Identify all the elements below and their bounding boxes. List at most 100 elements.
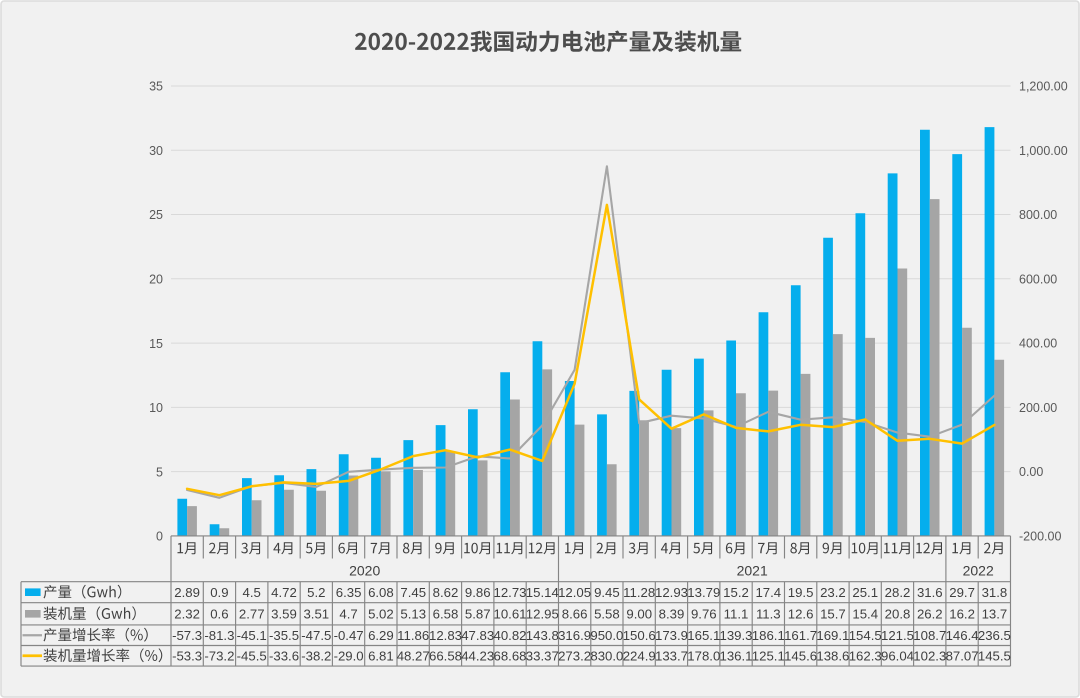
svg-text:31.6: 31.6 (917, 585, 943, 600)
svg-text:138.6: 138.6 (816, 649, 849, 664)
svg-text:5: 5 (156, 465, 163, 479)
svg-text:0.6: 0.6 (210, 607, 228, 622)
svg-text:2021: 2021 (737, 563, 768, 579)
svg-text:6.35: 6.35 (336, 585, 362, 600)
svg-text:12.83: 12.83 (429, 628, 462, 643)
svg-text:8.39: 8.39 (659, 607, 685, 622)
svg-text:47.83: 47.83 (461, 628, 494, 643)
svg-text:108.7: 108.7 (913, 628, 946, 643)
svg-text:0.9: 0.9 (210, 585, 228, 600)
svg-text:20: 20 (149, 273, 163, 287)
svg-text:224.9: 224.9 (623, 649, 656, 664)
svg-text:12.95: 12.95 (526, 607, 559, 622)
svg-text:12.93: 12.93 (655, 585, 688, 600)
svg-text:-33.6: -33.6 (269, 649, 299, 664)
svg-text:15.14: 15.14 (526, 585, 559, 600)
svg-text:68.68: 68.68 (493, 649, 526, 664)
svg-text:13.7: 13.7 (982, 607, 1008, 622)
svg-text:-0.47: -0.47 (334, 628, 364, 643)
svg-text:143.8: 143.8 (526, 628, 559, 643)
svg-text:169.1: 169.1 (816, 628, 849, 643)
svg-text:11.86: 11.86 (397, 628, 429, 643)
svg-text:102.3: 102.3 (913, 649, 946, 664)
svg-text:-35.5: -35.5 (269, 628, 299, 643)
svg-text:19.5: 19.5 (788, 585, 814, 600)
svg-text:12.05: 12.05 (558, 585, 591, 600)
svg-text:33.37: 33.37 (526, 649, 559, 664)
svg-text:5.2: 5.2 (307, 585, 325, 600)
svg-text:125.1: 125.1 (752, 649, 785, 664)
svg-text:15.2: 15.2 (723, 585, 749, 600)
svg-text:145.5: 145.5 (978, 649, 1011, 664)
svg-text:8.66: 8.66 (562, 607, 588, 622)
svg-text:1,000.00: 1,000.00 (1019, 144, 1068, 158)
svg-text:-47.5: -47.5 (301, 628, 331, 643)
svg-text:1,200.00: 1,200.00 (1019, 80, 1068, 94)
svg-text:10: 10 (149, 401, 163, 415)
svg-text:3.51: 3.51 (303, 607, 329, 622)
svg-text:12.73: 12.73 (493, 585, 526, 600)
svg-text:35: 35 (149, 80, 163, 94)
svg-text:600.00: 600.00 (1019, 272, 1057, 286)
svg-text:15.7: 15.7 (820, 607, 846, 622)
svg-text:146.4: 146.4 (946, 628, 979, 643)
svg-text:96.04: 96.04 (881, 649, 914, 664)
svg-text:9.00: 9.00 (626, 607, 652, 622)
svg-text:20.8: 20.8 (885, 607, 911, 622)
svg-text:-45.5: -45.5 (237, 649, 267, 664)
svg-text:165.1: 165.1 (687, 628, 720, 643)
svg-text:44.23: 44.23 (461, 649, 494, 664)
svg-text:121.5: 121.5 (881, 628, 914, 643)
svg-text:800.00: 800.00 (1019, 208, 1057, 222)
svg-text:2020: 2020 (349, 563, 380, 579)
svg-text:-73.2: -73.2 (204, 649, 234, 664)
svg-text:4.72: 4.72 (271, 585, 297, 600)
svg-text:6.29: 6.29 (368, 628, 394, 643)
svg-text:48.27: 48.27 (397, 649, 430, 664)
svg-text:136.1: 136.1 (719, 649, 752, 664)
svg-text:40.82: 40.82 (493, 628, 526, 643)
svg-text:2022: 2022 (963, 563, 994, 579)
svg-text:-200.00: -200.00 (1019, 530, 1061, 544)
svg-text:25: 25 (149, 208, 163, 222)
svg-text:7.45: 7.45 (400, 585, 426, 600)
svg-text:5.13: 5.13 (400, 607, 426, 622)
svg-text:2.32: 2.32 (174, 607, 200, 622)
svg-text:28.2: 28.2 (885, 585, 911, 600)
svg-text:17.4: 17.4 (755, 585, 781, 600)
svg-text:4.5: 4.5 (243, 585, 261, 600)
svg-text:-45.1: -45.1 (237, 628, 267, 643)
svg-text:29.7: 29.7 (949, 585, 975, 600)
svg-text:8.62: 8.62 (433, 585, 459, 600)
svg-text:6.08: 6.08 (368, 585, 394, 600)
svg-text:-29.0: -29.0 (334, 649, 364, 664)
svg-text:-81.3: -81.3 (204, 628, 234, 643)
svg-text:15: 15 (149, 337, 163, 351)
svg-text:154.5: 154.5 (849, 628, 882, 643)
svg-text:133.7: 133.7 (655, 649, 688, 664)
svg-text:2.77: 2.77 (239, 607, 265, 622)
svg-text:11.3: 11.3 (756, 607, 781, 622)
svg-text:10.61: 10.61 (493, 607, 526, 622)
svg-text:66.58: 66.58 (429, 649, 462, 664)
svg-text:162.3: 162.3 (849, 649, 882, 664)
svg-text:178.0: 178.0 (687, 649, 720, 664)
svg-text:6.58: 6.58 (433, 607, 459, 622)
svg-text:400.00: 400.00 (1019, 337, 1057, 351)
svg-text:3.59: 3.59 (271, 607, 297, 622)
svg-text:161.7: 161.7 (784, 628, 817, 643)
svg-text:87.07: 87.07 (946, 649, 979, 664)
svg-text:9.86: 9.86 (465, 585, 491, 600)
svg-text:9.76: 9.76 (691, 607, 717, 622)
svg-text:316.9: 316.9 (558, 628, 591, 643)
svg-text:139.3: 139.3 (719, 628, 752, 643)
svg-text:26.2: 26.2 (917, 607, 943, 622)
svg-text:5.02: 5.02 (368, 607, 394, 622)
svg-text:830.0: 830.0 (590, 649, 623, 664)
svg-text:145.6: 145.6 (784, 649, 817, 664)
svg-text:173.9: 173.9 (655, 628, 688, 643)
svg-text:0: 0 (156, 530, 163, 544)
svg-text:200.00: 200.00 (1019, 401, 1057, 415)
svg-text:6.81: 6.81 (368, 649, 394, 664)
svg-text:4.7: 4.7 (339, 607, 357, 622)
